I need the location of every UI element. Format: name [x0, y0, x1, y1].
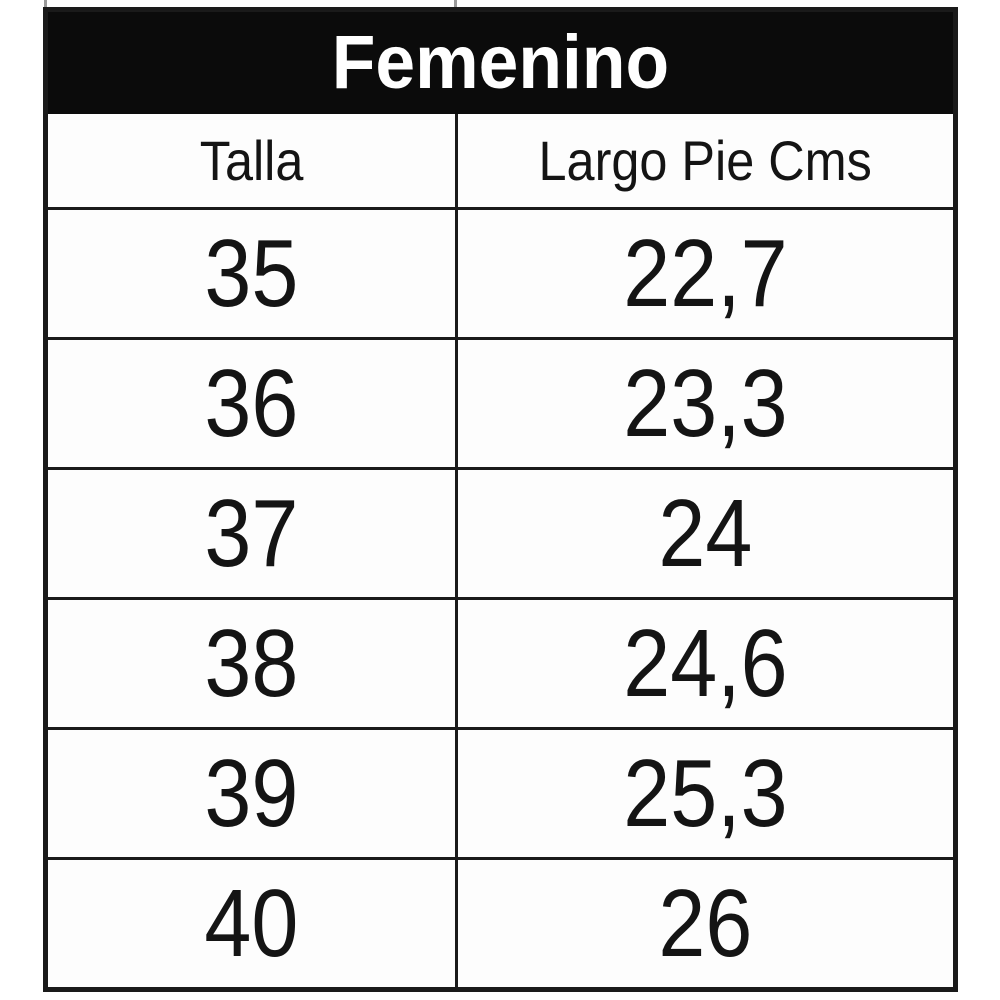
- cell-talla: 37: [48, 470, 455, 597]
- largo-value: 24: [658, 479, 753, 587]
- size-chart-table: Femenino Talla Largo Pie Cms 35 22,7 36 …: [43, 7, 958, 992]
- column-header-largo-label: Largo Pie Cms: [538, 128, 873, 192]
- talla-value: 40: [204, 869, 299, 977]
- table-title-band: Femenino: [48, 12, 953, 114]
- cell-talla: 39: [48, 730, 455, 857]
- talla-value: 36: [204, 349, 299, 457]
- cell-largo-pie: 23,3: [455, 340, 953, 467]
- table-row: 40 26: [48, 857, 953, 987]
- cell-largo-pie: 22,7: [455, 210, 953, 337]
- cell-largo-pie: 24,6: [455, 600, 953, 727]
- column-header-talla: Talla: [48, 114, 455, 207]
- table-row: 38 24,6: [48, 597, 953, 727]
- gridline-artifact-left: [44, 0, 47, 9]
- largo-value: 24,6: [623, 609, 788, 717]
- largo-value: 25,3: [623, 739, 788, 847]
- cell-largo-pie: 24: [455, 470, 953, 597]
- talla-value: 35: [204, 219, 299, 327]
- table-header-row: Talla Largo Pie Cms: [48, 114, 953, 207]
- talla-value: 39: [204, 739, 299, 847]
- largo-value: 23,3: [623, 349, 788, 457]
- cell-talla: 40: [48, 860, 455, 987]
- table-row: 39 25,3: [48, 727, 953, 857]
- largo-value: 22,7: [623, 219, 788, 327]
- table-row: 37 24: [48, 467, 953, 597]
- column-header-largo-pie-cms: Largo Pie Cms: [455, 114, 953, 207]
- talla-value: 37: [204, 479, 299, 587]
- table-title: Femenino: [331, 20, 670, 105]
- cell-talla: 38: [48, 600, 455, 727]
- cell-talla: 35: [48, 210, 455, 337]
- table-row: 36 23,3: [48, 337, 953, 467]
- cell-talla: 36: [48, 340, 455, 467]
- largo-value: 26: [658, 869, 753, 977]
- cell-largo-pie: 26: [455, 860, 953, 987]
- table-row: 35 22,7: [48, 207, 953, 337]
- column-header-talla-label: Talla: [199, 128, 304, 192]
- talla-value: 38: [204, 609, 299, 717]
- gridline-artifact-middle: [454, 0, 457, 9]
- cell-largo-pie: 25,3: [455, 730, 953, 857]
